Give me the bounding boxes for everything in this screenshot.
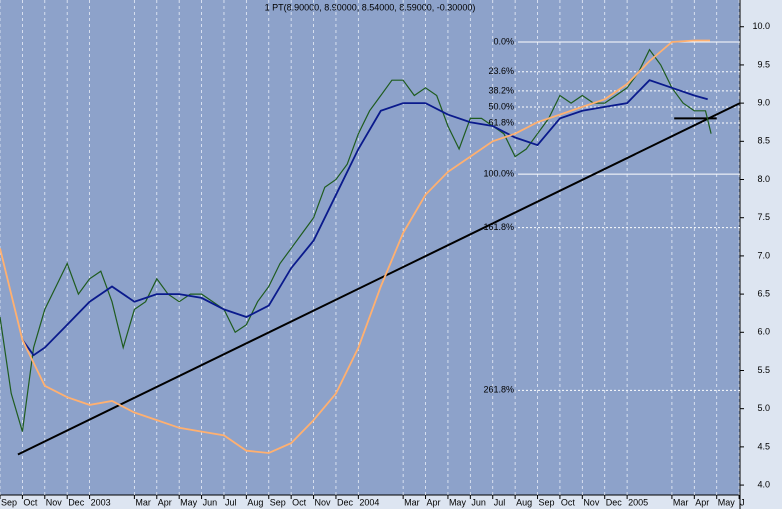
y-tick-label: 4.5 — [757, 441, 770, 451]
y-tick-label: 8.5 — [757, 136, 770, 146]
x-tick-label: 2005 — [628, 497, 648, 507]
x-tick-label: Mar — [404, 497, 420, 507]
y-tick-label: 7.0 — [757, 250, 770, 260]
fib-label: 38.2% — [488, 85, 514, 95]
x-tick-label: Nov — [583, 497, 600, 507]
fib-label: 161.8% — [483, 222, 514, 232]
x-tick-label: Dec — [68, 497, 85, 507]
series-line — [21, 79, 708, 357]
bottom-axis-panel — [0, 495, 740, 509]
x-tick-label: Dec — [337, 497, 354, 507]
x-tick-label: Nov — [315, 497, 332, 507]
y-tick-label: 9.0 — [757, 98, 770, 108]
trend-line — [17, 102, 741, 456]
y-tick-label: 6.0 — [757, 327, 770, 337]
x-tick-label: Mar — [673, 497, 689, 507]
x-tick-label: Aug — [247, 497, 263, 507]
series-line — [0, 48, 712, 432]
y-tick-label: 9.5 — [757, 59, 770, 69]
x-tick-label: Oct — [23, 497, 38, 507]
y-tick-label: 5.0 — [757, 403, 770, 413]
y-tick-label: 10.0 — [752, 21, 770, 31]
x-tick-label: May — [718, 497, 736, 507]
x-tick-label: May — [180, 497, 198, 507]
series-line — [0, 39, 710, 454]
y-tick-label: 6.5 — [757, 288, 770, 298]
chart-title: 1 PT(8.90000, 8.90000, 8.54000, 8.59000,… — [265, 2, 476, 12]
x-tick-label: Nov — [46, 497, 63, 507]
right-axis-panel — [740, 0, 782, 509]
fib-label: 0.0% — [493, 36, 514, 46]
x-tick-label: Apr — [158, 497, 172, 507]
x-tick-label: Apr — [695, 497, 709, 507]
x-tick-label: 2003 — [91, 497, 111, 507]
x-tick-label: Oct — [292, 497, 307, 507]
x-tick-label: 2004 — [359, 497, 379, 507]
fib-label: 100.0% — [483, 169, 514, 179]
fib-label: 261.8% — [483, 385, 514, 395]
x-tick-label: Oct — [561, 497, 576, 507]
x-tick-label: Sep — [1, 497, 17, 507]
x-tick-label: Jul — [494, 497, 506, 507]
fib-label: 61.8% — [488, 117, 514, 127]
x-tick-label: J — [740, 497, 745, 507]
x-tick-label: Jul — [225, 497, 237, 507]
x-tick-label: Sep — [270, 497, 286, 507]
plot-background — [0, 0, 740, 495]
x-tick-label: Jun — [471, 497, 486, 507]
x-tick-label: Jun — [203, 497, 218, 507]
y-tick-label: 5.5 — [757, 365, 770, 375]
x-tick-label: Sep — [539, 497, 555, 507]
x-tick-label: May — [449, 497, 467, 507]
y-tick-label: 8.0 — [757, 174, 770, 184]
fib-label: 50.0% — [488, 101, 514, 111]
x-tick-label: Apr — [427, 497, 441, 507]
x-tick-label: Dec — [606, 497, 623, 507]
fib-label: 23.6% — [488, 66, 514, 76]
y-tick-label: 4.0 — [757, 479, 770, 489]
x-tick-label: Mar — [135, 497, 151, 507]
x-tick-label: Aug — [516, 497, 532, 507]
y-tick-label: 7.5 — [757, 212, 770, 222]
